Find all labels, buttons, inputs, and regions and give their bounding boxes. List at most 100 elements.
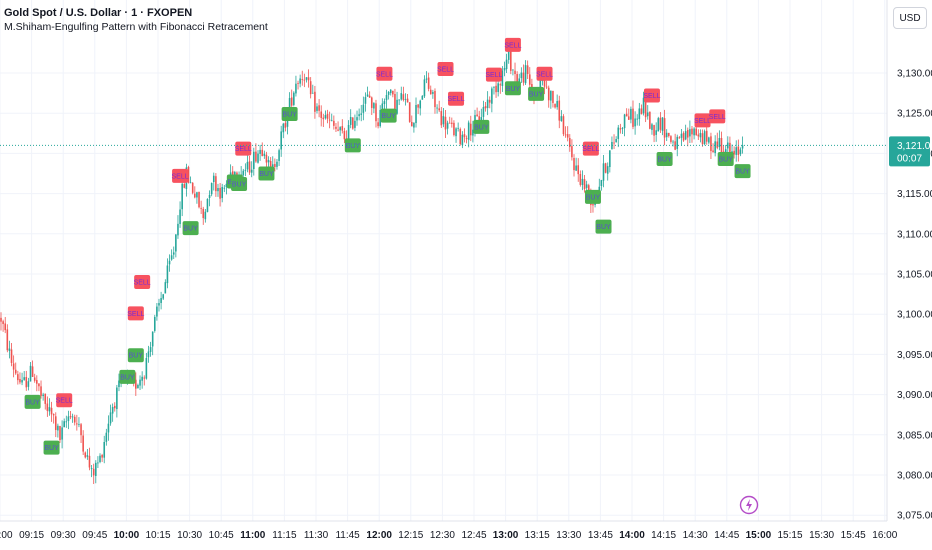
time-tick-label: 13:45 xyxy=(588,530,613,541)
candle xyxy=(71,413,74,423)
symbol-title[interactable]: Gold Spot / U.S. Dollar · 1 · FXOPEN xyxy=(4,7,193,19)
candle xyxy=(38,383,40,392)
time-tick-label: 14:30 xyxy=(683,530,708,541)
buy-label: BUY xyxy=(474,124,489,131)
candle xyxy=(400,86,403,101)
candle xyxy=(604,162,607,174)
candle xyxy=(65,415,68,428)
candle xyxy=(611,136,613,150)
candle xyxy=(387,91,390,100)
candle xyxy=(354,114,356,132)
time-axis[interactable]: 09:00 09:15 09:30 09:45 10:00 10:15 10:30 10:45… xyxy=(0,520,898,541)
candle xyxy=(78,417,80,428)
buy-signal: BUY xyxy=(656,152,673,167)
candle xyxy=(642,91,645,116)
candle xyxy=(528,67,531,91)
buy-signal: BUY xyxy=(473,119,490,134)
candle xyxy=(691,125,693,143)
candle xyxy=(448,116,451,124)
candle xyxy=(309,77,312,99)
candle xyxy=(187,165,190,184)
price-axis[interactable]: 3,075.00 3,080.00 3,085.00 3,090.00 3,095.00… xyxy=(886,0,932,550)
candle xyxy=(153,314,156,333)
candle xyxy=(316,103,318,114)
candle xyxy=(419,99,422,116)
candle xyxy=(446,120,449,135)
candle xyxy=(550,90,552,109)
candle xyxy=(619,123,622,134)
time-tick-label: 12:00 xyxy=(366,530,392,541)
sell-label: SELL xyxy=(56,398,73,405)
candle xyxy=(396,91,398,115)
candle xyxy=(52,413,55,424)
candle xyxy=(46,396,49,417)
candle xyxy=(95,460,97,484)
candle xyxy=(352,116,354,130)
candle xyxy=(59,425,61,443)
candle xyxy=(463,128,466,143)
lightning-icon[interactable] xyxy=(739,495,759,515)
candle xyxy=(21,372,23,386)
candle xyxy=(411,115,413,127)
candle xyxy=(476,107,478,117)
candle xyxy=(457,122,459,132)
candle xyxy=(609,150,611,173)
candle xyxy=(503,61,506,77)
candle xyxy=(689,120,691,143)
candle xyxy=(617,124,620,148)
price-tick-label: 3,080.00 xyxy=(897,471,932,482)
buy-label: BUY xyxy=(282,112,297,119)
currency-button[interactable]: USD xyxy=(893,7,927,29)
candle xyxy=(324,110,327,120)
candle xyxy=(248,156,251,175)
candle xyxy=(676,134,679,157)
candle xyxy=(684,124,687,141)
time-tick-label: 09:00 xyxy=(0,530,13,541)
candle xyxy=(678,136,681,139)
candle xyxy=(282,122,285,139)
candle xyxy=(225,180,228,195)
candle xyxy=(634,111,636,135)
candle xyxy=(118,373,120,392)
candle xyxy=(655,122,657,142)
sell-label: SELL xyxy=(694,118,711,125)
buy-label: BUY xyxy=(506,86,521,93)
candle xyxy=(314,85,316,119)
candle xyxy=(320,105,323,127)
candle xyxy=(349,109,352,129)
price-tick-label: 3,085.00 xyxy=(897,430,932,441)
candle xyxy=(61,420,63,449)
candle xyxy=(558,95,561,129)
candle xyxy=(375,99,377,128)
candle xyxy=(360,104,363,122)
candle xyxy=(714,135,716,157)
candle xyxy=(246,155,249,173)
candle xyxy=(356,110,358,126)
candle xyxy=(181,176,183,217)
candle xyxy=(543,78,546,95)
time-tick-label: 13:00 xyxy=(493,530,519,541)
candle xyxy=(501,66,504,92)
candle xyxy=(82,430,84,455)
candle xyxy=(156,303,158,321)
candle xyxy=(467,120,470,148)
time-tick-label: 10:00 xyxy=(114,530,140,541)
indicator-title[interactable]: M.Shiham-Engulfing Pattern with Fibonacc… xyxy=(4,21,268,33)
buy-label: BUY xyxy=(657,157,672,164)
candle xyxy=(497,79,499,97)
sell-label: SELL xyxy=(134,280,151,287)
candle xyxy=(451,117,453,128)
candle xyxy=(69,411,72,420)
candle xyxy=(459,127,462,146)
buy-label: BUY xyxy=(718,157,733,164)
candle xyxy=(703,129,706,146)
candle xyxy=(404,93,407,106)
candle xyxy=(602,154,605,188)
candle xyxy=(295,75,297,97)
grid-lines xyxy=(0,0,887,521)
sell-signal: SELL xyxy=(709,109,726,124)
buy-label: BUY xyxy=(346,143,361,150)
candle xyxy=(701,129,704,147)
sell-label: SELL xyxy=(437,66,454,73)
